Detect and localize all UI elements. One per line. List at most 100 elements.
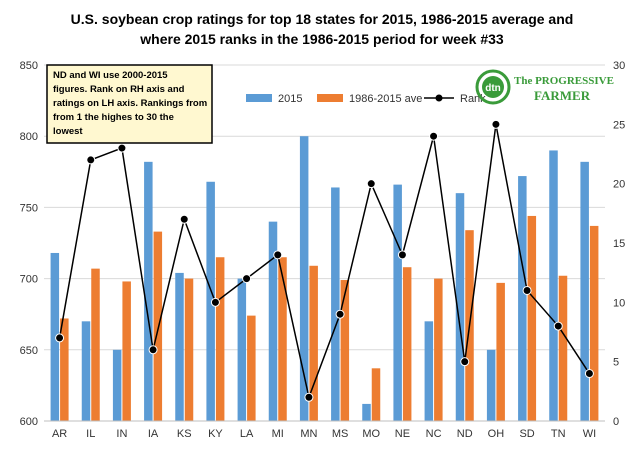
logo-dtn-text: dtn: [485, 83, 501, 94]
left-axis-tick-label: 800: [20, 131, 38, 143]
bars: [50, 136, 599, 421]
category-label-ND: ND: [457, 428, 473, 440]
bar-average-MO: [371, 368, 381, 421]
bar-average-KY: [215, 257, 225, 421]
bar-average-IA: [153, 231, 163, 421]
rank-point-NE: [397, 250, 407, 260]
category-label-OH: OH: [488, 428, 505, 440]
bar-average-IL: [91, 268, 100, 421]
bar-2015-KY: [206, 181, 215, 421]
bar-average-MI: [278, 257, 287, 421]
right-axis-tick-label: 30: [613, 60, 625, 72]
annotation-line-1: ND and WI use 2000-2015: [53, 70, 168, 81]
bar-2015-IN: [112, 349, 122, 421]
bar-2015-MO: [362, 403, 371, 421]
category-label-MI: MI: [272, 428, 284, 440]
rank-point-MN: [304, 392, 314, 402]
bar-average-TN: [558, 275, 568, 421]
chart-title-line-2: where 2015 ranks in the 1986-2015 period…: [139, 31, 504, 47]
bar-average-NC: [434, 278, 443, 421]
right-axis-tick-label: 20: [613, 179, 625, 191]
rank-point-KY: [210, 297, 220, 307]
bar-average-KS: [184, 278, 194, 421]
rank-point-NC: [429, 131, 439, 141]
bar-2015-SD: [518, 176, 527, 421]
rank-point-MI: [273, 250, 283, 260]
rank-point-IL: [86, 155, 96, 165]
bar-average-LA: [247, 315, 256, 421]
rank-point-SD: [522, 285, 532, 295]
rank-point-MO: [366, 179, 376, 189]
rank-point-AR: [55, 333, 65, 343]
bar-average-SD: [527, 215, 537, 421]
right-axis-tick-label: 10: [613, 297, 625, 309]
category-label-MS: MS: [332, 428, 349, 440]
annotation-line-2: figures. Rank on RH axis and: [53, 84, 185, 95]
bar-2015-AR: [50, 252, 60, 421]
bar-2015-IA: [144, 161, 153, 421]
logo-progressive-text: The PROGRESSIVE: [514, 75, 614, 87]
right-axis-tick-label: 0: [613, 416, 619, 428]
legend: 2015 1986-2015 ave Rank: [246, 93, 486, 105]
rank-point-IN: [117, 143, 127, 153]
left-axis-tick-label: 700: [20, 274, 38, 286]
left-axis-tick-label: 850: [20, 60, 38, 72]
category-label-IN: IN: [116, 428, 127, 440]
annotation-line-5: lowest: [53, 126, 83, 137]
left-axis-tick-label: 750: [20, 202, 38, 214]
bar-2015-OH: [486, 349, 496, 421]
annotation-box: ND and WI use 2000-2015 figures. Rank on…: [46, 64, 213, 144]
category-label-NC: NC: [426, 428, 442, 440]
chart-title-line-1: U.S. soybean crop ratings for top 18 sta…: [71, 11, 574, 27]
bar-2015-MS: [331, 187, 340, 421]
logo-farmer-text: FARMER: [534, 88, 591, 103]
logo-ring: [475, 69, 511, 105]
right-axis-tick-label: 25: [613, 119, 625, 131]
bar-average-IN: [122, 281, 131, 421]
rank-polyline: [58, 124, 591, 400]
legend-label-2015: 2015: [278, 93, 302, 105]
bar-average-MN: [309, 265, 318, 421]
bar-average-NE: [402, 267, 412, 421]
left-axis-tick-label: 650: [20, 345, 38, 357]
bar-2015-ND: [455, 193, 465, 421]
bar-2015-KS: [175, 272, 184, 421]
annotation-line-4: from 1 the highes to 30 the: [53, 112, 174, 123]
legend-marker-rank: [435, 94, 443, 102]
legend-swatch-2015: [246, 94, 272, 102]
right-axis-tick-label: 5: [613, 357, 619, 369]
left-axis-tick-label: 600: [20, 416, 38, 428]
bar-2015-IL: [81, 321, 91, 421]
rank-line: [55, 119, 594, 402]
bar-2015-NE: [393, 184, 402, 421]
annotation-background: [46, 64, 213, 144]
bar-average-MS: [340, 280, 350, 421]
rank-point-IA: [148, 345, 158, 355]
category-label-MO: MO: [362, 428, 380, 440]
bar-average-WI: [589, 225, 599, 421]
category-label-IL: IL: [86, 428, 95, 440]
bar-2015-NC: [424, 321, 434, 421]
category-label-NE: NE: [395, 428, 410, 440]
category-label-LA: LA: [240, 428, 254, 440]
bar-2015-WI: [580, 161, 589, 421]
axes: 600 650 700 750 800 850 0 5 10 15 20 25 30 AR IL IN IA KS…: [20, 60, 626, 440]
bar-2015-TN: [549, 150, 558, 421]
rank-point-OH: [491, 119, 501, 129]
bar-2015-LA: [237, 278, 247, 421]
category-label-KY: KY: [208, 428, 223, 440]
rank-point-MS: [335, 309, 345, 319]
logo-disc: [482, 76, 504, 98]
right-axis-tick-label: 15: [613, 238, 625, 250]
rank-point-WI: [584, 369, 594, 379]
bar-2015-MN: [299, 136, 309, 421]
legend-label-average: 1986-2015 ave: [349, 93, 422, 105]
bar-2015-MI: [268, 221, 278, 421]
bar-average-AR: [60, 318, 69, 421]
rank-point-ND: [460, 357, 470, 367]
category-label-WI: WI: [583, 428, 596, 440]
rank-point-TN: [553, 321, 563, 331]
rank-point-LA: [242, 274, 252, 284]
